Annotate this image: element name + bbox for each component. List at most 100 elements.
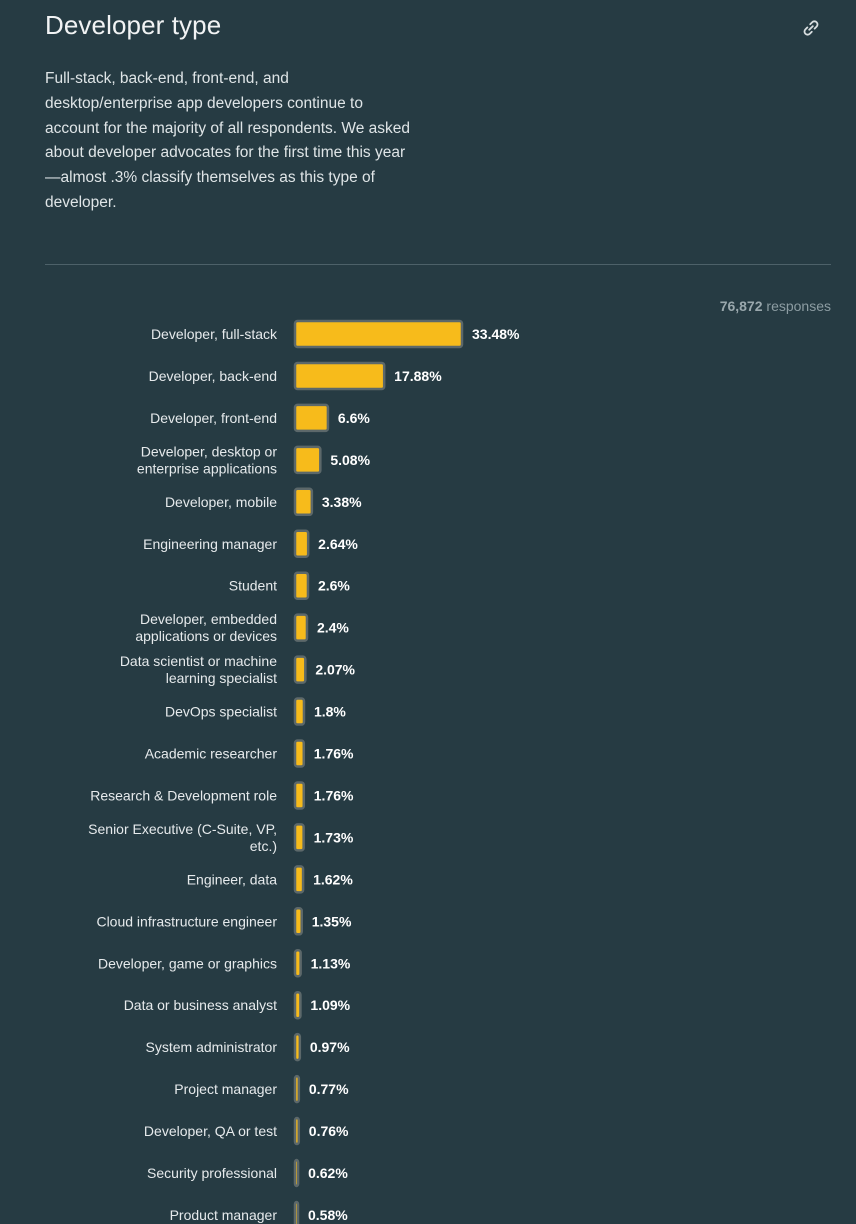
category-label-line: Developer, game or graphics xyxy=(98,955,277,971)
value-label: 1.09% xyxy=(310,997,350,1013)
category-label-line: Research & Development role xyxy=(90,787,277,803)
category-label: Developer, back-end xyxy=(149,368,277,384)
category-label-line: Academic researcher xyxy=(145,746,278,762)
link-icon-graphic xyxy=(803,20,819,36)
category-label-line: Project manager xyxy=(174,1081,277,1097)
bar[interactable] xyxy=(293,1116,301,1146)
bar[interactable] xyxy=(293,1032,302,1062)
category-label-line: Student xyxy=(229,578,277,594)
value-label: 1.73% xyxy=(314,829,354,845)
category-label: Research & Development role xyxy=(90,787,277,803)
value-label: 1.76% xyxy=(314,787,354,803)
category-label-line: Engineer, data xyxy=(187,871,278,887)
value-label: 0.97% xyxy=(310,1039,350,1055)
category-label: Developer, embedded applications or devic… xyxy=(135,611,277,644)
value-label: 3.38% xyxy=(322,494,362,510)
category-label: DevOps specialist xyxy=(165,704,277,720)
value-label: 6.6% xyxy=(338,410,370,426)
category-label: Senior Executive (C-Suite, VP, etc.) xyxy=(88,821,277,854)
bar[interactable] xyxy=(293,445,322,475)
category-label-line: Product manager xyxy=(170,1207,278,1223)
bar[interactable] xyxy=(293,319,464,349)
category-label-line: Security professional xyxy=(147,1165,277,1181)
category-label: Product manager xyxy=(170,1207,278,1223)
bar[interactable] xyxy=(293,949,302,978)
value-label: 2.07% xyxy=(315,662,355,678)
bar[interactable] xyxy=(293,1158,300,1188)
value-label: 0.77% xyxy=(309,1081,349,1097)
value-label: 1.8% xyxy=(314,704,346,720)
category-label-line: Developer, full-stack xyxy=(151,326,278,342)
section-description: Full-stack, back-end, front-end, and des… xyxy=(45,70,411,211)
category-label: Data scientist or machine learning specia… xyxy=(120,653,277,686)
category-label: Developer, QA or test xyxy=(144,1123,277,1139)
bar[interactable] xyxy=(293,990,302,1020)
value-label: 33.48% xyxy=(472,326,520,342)
category-label-line: Developer, QA or test xyxy=(144,1123,277,1139)
value-label: 5.08% xyxy=(330,452,370,468)
bar[interactable] xyxy=(293,907,303,936)
value-label: 17.88% xyxy=(394,368,442,384)
category-label: System administrator xyxy=(146,1039,278,1055)
category-label: Cloud infrastructure engineer xyxy=(96,913,277,929)
category-label-line: DevOps specialist xyxy=(165,704,277,720)
section-title: Developer type xyxy=(45,10,222,40)
value-label: 0.76% xyxy=(309,1123,349,1139)
responses-number: 76,872 xyxy=(719,298,763,314)
value-label: 1.76% xyxy=(314,746,354,762)
category-label-line: Engineering manager xyxy=(143,536,277,552)
category-label-line: enterprise applications xyxy=(137,460,277,476)
value-label: 0.58% xyxy=(308,1207,348,1223)
value-label: 1.62% xyxy=(313,871,353,887)
value-label: 0.62% xyxy=(308,1165,348,1181)
category-label-line: Data scientist or machine xyxy=(120,653,277,669)
bar[interactable] xyxy=(293,1200,300,1224)
bar[interactable] xyxy=(293,655,307,684)
category-label: Project manager xyxy=(174,1081,277,1097)
category-label-line: Cloud infrastructure engineer xyxy=(96,913,277,929)
bar[interactable] xyxy=(293,571,310,600)
bar[interactable] xyxy=(293,697,306,726)
link-icon[interactable] xyxy=(799,16,823,40)
category-label: Security professional xyxy=(147,1165,277,1181)
value-label: 1.35% xyxy=(312,913,352,929)
category-label-line: Senior Executive (C-Suite, VP, xyxy=(88,821,277,837)
category-label-line: Developer, desktop or xyxy=(141,443,278,459)
category-label: Developer, desktop or enterprise applicat… xyxy=(137,443,277,476)
category-label: Academic researcher xyxy=(145,746,278,762)
bar[interactable] xyxy=(293,613,309,642)
value-label: 1.13% xyxy=(311,955,351,971)
category-label: Developer, game or graphics xyxy=(98,955,277,971)
value-label: 2.64% xyxy=(318,536,358,552)
category-label-line: etc.) xyxy=(250,838,277,854)
category-label-line: Developer, front-end xyxy=(150,410,277,426)
bar[interactable] xyxy=(293,361,386,391)
category-label-line: Developer, embedded xyxy=(140,611,277,627)
responses-count: 76,872 responses xyxy=(720,298,831,314)
bar[interactable] xyxy=(293,865,305,894)
category-label-line: applications or devices xyxy=(135,628,277,644)
category-label-line: Developer, back-end xyxy=(149,368,277,384)
category-label: Data or business analyst xyxy=(124,997,277,1013)
responses-label: responses xyxy=(766,298,831,314)
section-divider xyxy=(45,264,831,265)
category-label: Engineering manager xyxy=(143,536,277,552)
category-label: Engineer, data xyxy=(187,871,278,887)
bar[interactable] xyxy=(293,823,305,852)
category-label-line: Data or business analyst xyxy=(124,997,277,1013)
category-label-line: Developer, mobile xyxy=(165,494,277,510)
value-label: 2.6% xyxy=(318,578,350,594)
category-label: Student xyxy=(229,578,277,594)
bar[interactable] xyxy=(293,403,330,433)
value-label: 2.4% xyxy=(317,620,349,636)
bar[interactable] xyxy=(293,487,314,517)
category-label-line: System administrator xyxy=(146,1039,278,1055)
category-label: Developer, mobile xyxy=(165,494,277,510)
bar[interactable] xyxy=(293,529,310,558)
category-label: Developer, full-stack xyxy=(151,326,278,342)
category-label-line: learning specialist xyxy=(166,670,277,686)
bar[interactable] xyxy=(293,739,306,768)
bar[interactable] xyxy=(293,781,306,810)
bar[interactable] xyxy=(293,1074,301,1104)
